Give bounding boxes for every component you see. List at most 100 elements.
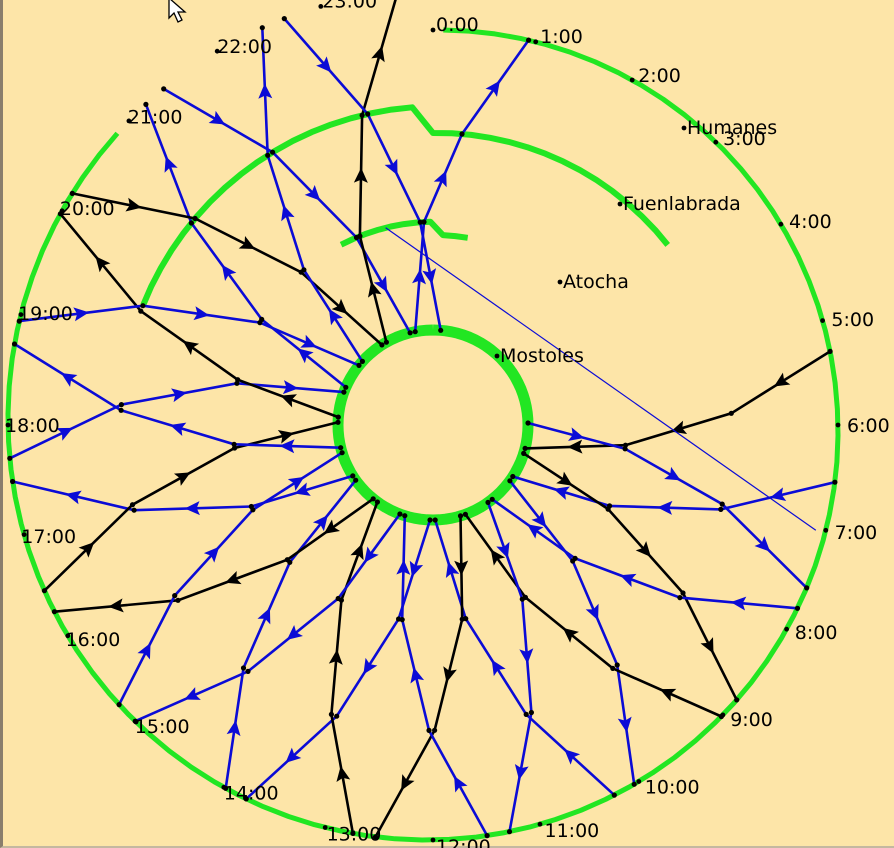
time-label: 15:00 [135,716,190,738]
stop-dot [356,362,362,368]
hour-tick [430,27,436,33]
direction-arrow [754,536,771,552]
stop-dot [522,445,528,451]
stop-dot [188,220,194,226]
direction-arrow [553,486,570,500]
direction-arrow [280,394,297,408]
time-label: 18:00 [5,415,60,437]
time-label: 21:00 [128,107,183,129]
stop-dot [69,190,75,196]
stop-dot [161,86,167,92]
direction-arrow [659,688,677,702]
direction-arrow [328,308,343,326]
direction-arrow [773,372,791,387]
direction-arrow [316,56,332,73]
stop-dot [605,506,611,512]
stop-dot [506,829,513,835]
stop-dot [718,506,724,512]
hour-tick [537,821,543,827]
direction-arrow [282,380,299,395]
direction-arrow [285,747,302,763]
stop-dot [407,330,413,336]
hour-tick [21,532,27,537]
direction-arrow [556,471,573,486]
stop-dot [338,445,344,451]
station-dot [557,279,563,285]
stop-dot [350,830,356,837]
time-label: 2:00 [638,65,681,87]
direction-arrow [401,774,415,791]
hour-tick [59,208,65,214]
stop-dot [484,833,490,839]
stop-dot [335,595,341,602]
direction-arrow [221,264,237,281]
stop-dot [427,517,433,523]
direction-arrow [193,306,210,321]
hour-tick [784,626,789,632]
stop-dot [734,697,740,703]
station-label: Fuenlabrada [623,193,741,215]
direction-arrow [225,570,242,585]
time-label: 14:00 [224,783,279,805]
stop-dot [243,796,249,802]
station-dot [681,125,687,131]
stop-dot [432,517,438,523]
direction-arrow [368,281,382,298]
stop-dot [284,557,290,563]
stop-dot [341,389,347,395]
direction-arrow [396,559,411,575]
direction-arrow [184,501,200,516]
direction-arrow [277,429,295,444]
stop-dot [523,711,529,718]
direction-arrow [208,110,226,125]
direction-arrow [286,625,303,640]
stop-dot [192,215,198,222]
station-label: Atocha [563,271,629,293]
direction-arrow [454,560,469,576]
time-label: 10:00 [645,777,700,799]
hour-tick [533,39,539,45]
stop-dot [231,441,237,447]
stop-dot [374,499,380,505]
direction-arrow [258,83,273,99]
night-train-path [385,227,817,531]
time-label: 22:00 [217,36,272,58]
direction-arrow [496,541,510,559]
time-label: 7:00 [835,522,878,544]
stop-dot [16,318,22,324]
stop-dot [175,597,181,603]
direction-arrow [409,560,424,578]
direction-arrow [182,340,200,356]
stop-dot [438,327,444,333]
stop-dot [677,595,683,601]
stop-dot [265,152,271,158]
stop-dot [359,112,365,118]
stop-dot [343,384,349,390]
direction-arrow [108,598,124,613]
time-label: 0:00 [436,14,479,36]
stop-dot [728,410,734,416]
time-label: 20:00 [60,198,115,220]
stop-dot [719,501,725,507]
stop-dot [827,348,833,354]
stop-dot [359,358,365,364]
direction-arrow [281,204,295,222]
hour-tick [820,318,825,323]
direction-arrow [78,542,95,558]
stop-dot [412,329,418,335]
stop-dot [832,479,838,485]
stop-dot [129,502,136,508]
stop-dot [510,473,516,480]
stop-dot [489,496,495,502]
stop-dot [339,450,345,456]
direction-arrow [519,648,534,664]
direction-arrow [323,519,341,534]
stop-dot [396,616,402,622]
stop-dot [281,16,287,22]
direction-arrow [331,298,348,314]
direction-arrow [297,348,314,364]
hour-tick [778,221,784,227]
direction-arrow [454,775,468,793]
stop-dot [462,511,468,517]
